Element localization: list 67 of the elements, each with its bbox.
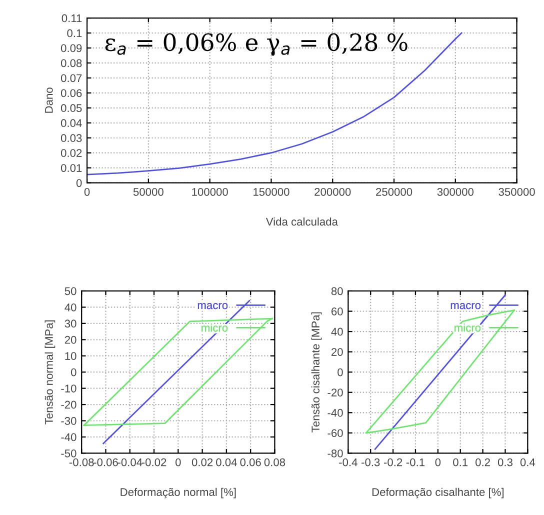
y-tick-label: 0.11 [62,14,82,22]
x-tick-label: -0.4 [339,458,358,466]
y-axis-title: Dano [45,88,53,113]
x-tick-label: -0.02 [142,458,166,466]
x-tick-label: -0.08 [69,458,94,466]
y-tick-label: 0.02 [60,149,82,157]
y-tick-label: -10 [61,384,76,392]
x-tick-label: 0.3 [498,458,512,466]
annotation: ε$_{a}$ = 0,06% e γ$_{a}$ = 0,28 % [105,33,408,56]
x-tick-label: 100000 [192,188,228,196]
x-tick-label: 0 [176,458,181,466]
y-tick-label: -40 [328,408,343,417]
y-tick-label: 0.05 [60,104,82,112]
y-tick-label: 80 [331,287,343,296]
y-tick-label: -30 [61,417,76,425]
x-tick-label: 300000 [437,188,474,196]
y-tick-label: 40 [331,328,343,336]
y-tick-label: 40 [64,303,76,312]
y-axis-title: Tensão normal [MPa] [44,320,56,424]
y-tick-label: 20 [64,336,76,344]
x-tick-label: 0.02 [192,458,213,466]
legend-label: macro [198,303,228,310]
x-tick-label: 0.1 [453,458,468,466]
y-tick-label: 20 [332,348,343,356]
x-tick-label: -0.06 [94,458,118,466]
x-tick-label: 0.06 [240,458,261,466]
y-tick-label: 0.08 [60,59,82,68]
x-tick-label: 0 [435,458,441,466]
x-tick-label: 0.08 [264,458,286,466]
y-tick-label: -20 [328,388,343,396]
y-tick-label: 60 [332,308,343,316]
y-tick-label: 0.07 [60,74,82,82]
y-tick-label: 0.1 [67,29,82,38]
x-tick-label: -0.3 [362,458,380,466]
legend-label: macro [450,303,481,310]
x-tick-label: 200000 [314,188,351,196]
x-tick-label: 50000 [133,188,164,196]
y-tick-label: 0 [338,368,343,376]
y-tick-label: 10 [65,352,76,360]
y-tick-label: 0.04 [60,119,82,128]
x-axis-title: Deformação normal [%] [120,488,236,498]
y-tick-label: -50 [61,449,76,458]
y-axis-title: Tensão cisalhante [MPa] [311,312,322,432]
y-tick-label: -40 [61,433,76,442]
x-tick-label: -0.1 [406,458,425,466]
y-tick-label: 0.03 [60,134,82,142]
y-tick-label: 0.09 [60,44,82,52]
x-tick-label: 0.4 [520,458,536,466]
y-tick-label: 30 [64,320,76,328]
y-tick-label: 0 [70,368,76,376]
x-tick-label: 250000 [376,188,412,196]
y-tick-label: 0.01 [60,164,82,172]
y-tick-label: -80 [328,449,343,458]
x-tick-label: 0.04 [216,458,237,466]
y-tick-label: 0 [76,179,82,187]
x-tick-label: -0.04 [118,458,142,466]
x-tick-label: -0.2 [384,458,402,466]
x-axis-title: Deformação cisalhante [%] [372,488,504,498]
x-tick-label: 0.2 [476,458,490,466]
x-tick-label: 0 [84,188,90,196]
x-axis-title: Vida calculada [266,217,338,226]
x-tick-label: 150000 [254,188,290,196]
x-tick-label: 350000 [498,188,535,196]
y-tick-label: -20 [61,400,76,409]
y-tick-label: -60 [328,429,343,438]
y-tick-label: 50 [64,287,76,296]
y-tick-label: 0.06 [60,89,82,98]
